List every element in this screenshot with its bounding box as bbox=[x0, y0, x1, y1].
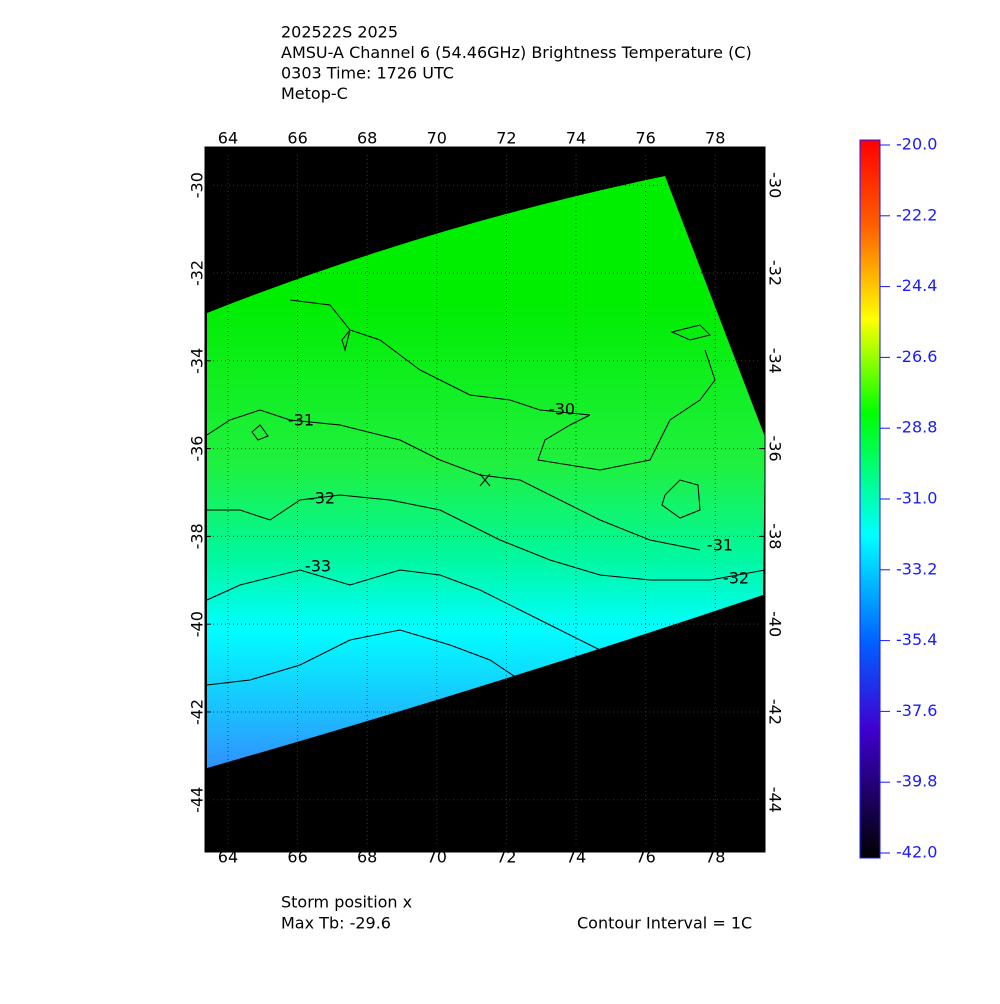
contour bbox=[289, 299, 591, 416]
colorbar-tick-label: -26.6 bbox=[896, 347, 937, 366]
y-tick-label: -42 bbox=[188, 699, 207, 725]
colorbar-tick-label: -20.0 bbox=[896, 135, 937, 154]
x-tick-label: 66 bbox=[287, 129, 307, 148]
x-tick-label: 74 bbox=[566, 129, 586, 148]
x-tick-label: 78 bbox=[705, 129, 725, 148]
x-tick-label: 68 bbox=[357, 848, 377, 867]
contour bbox=[207, 494, 766, 581]
contour bbox=[251, 424, 269, 441]
colorbar-tick-label: -22.2 bbox=[896, 205, 937, 224]
x-tick-label: 72 bbox=[496, 848, 516, 867]
y-tick-label: -42 bbox=[766, 699, 785, 725]
y-tick-label: -32 bbox=[188, 260, 207, 286]
y-tick-label: -44 bbox=[766, 787, 785, 813]
contour-label: -31 bbox=[707, 536, 733, 555]
contour-label: -32 bbox=[309, 489, 335, 508]
colorbar bbox=[859, 139, 881, 859]
y-tick-label: -40 bbox=[766, 611, 785, 637]
colorbar-tick-label: -31.0 bbox=[896, 489, 937, 508]
colorbar-tick-label: -37.6 bbox=[896, 701, 937, 720]
x-tick-label: 66 bbox=[287, 848, 307, 867]
contour bbox=[341, 329, 351, 352]
title-line: 202522S 2025 bbox=[281, 23, 398, 42]
contour-label: -31 bbox=[288, 411, 314, 430]
colorbar-tick-label: -42.0 bbox=[896, 843, 937, 862]
contour-interval: Contour Interval = 1C bbox=[577, 914, 752, 933]
y-tick-label: -36 bbox=[188, 436, 207, 462]
map-frame bbox=[204, 146, 766, 853]
y-tick-label: -34 bbox=[766, 348, 785, 374]
map bbox=[204, 146, 766, 853]
x-tick-label: 64 bbox=[218, 129, 238, 148]
contour-label: -33 bbox=[305, 557, 331, 576]
x-tick-label: 76 bbox=[635, 848, 655, 867]
colorbar-tick-label: -28.8 bbox=[896, 418, 937, 437]
y-tick-label: -30 bbox=[188, 172, 207, 198]
contour bbox=[206, 409, 701, 551]
title-line: AMSU-A Channel 6 (54.46GHz) Brightness T… bbox=[281, 43, 752, 62]
colorbar-tick-label: -35.4 bbox=[896, 630, 937, 649]
max-tb: Max Tb: -29.6 bbox=[281, 914, 391, 933]
x-tick-label: 76 bbox=[635, 129, 655, 148]
x-tick-label: 68 bbox=[357, 129, 377, 148]
x-tick-label: 78 bbox=[705, 848, 725, 867]
y-tick-label: -30 bbox=[766, 172, 785, 198]
contour-label: -32 bbox=[723, 569, 749, 588]
y-tick-label: -34 bbox=[188, 348, 207, 374]
x-tick-label: 74 bbox=[566, 848, 586, 867]
colorbar-tick-label: -24.4 bbox=[896, 276, 937, 295]
x-tick-label: 70 bbox=[427, 129, 447, 148]
x-tick-label: 64 bbox=[218, 848, 238, 867]
contour bbox=[670, 324, 711, 341]
swath bbox=[207, 176, 765, 768]
x-tick-label: 72 bbox=[496, 129, 516, 148]
contours bbox=[206, 299, 766, 686]
contour bbox=[537, 349, 716, 471]
title-line: Metop-C bbox=[281, 84, 348, 103]
storm-marker bbox=[479, 473, 491, 487]
contour-label: -30 bbox=[549, 400, 575, 419]
y-tick-label: -38 bbox=[766, 523, 785, 549]
y-tick-label: -36 bbox=[766, 436, 785, 462]
colorbar-tick-label: -33.2 bbox=[896, 559, 937, 578]
title-line: 0303 Time: 1726 UTC bbox=[281, 64, 454, 83]
x-tick-label: 70 bbox=[427, 848, 447, 867]
y-tick-label: -44 bbox=[188, 787, 207, 813]
y-tick-label: -32 bbox=[766, 260, 785, 286]
contour bbox=[206, 629, 521, 686]
storm-position: Storm position x bbox=[281, 893, 412, 912]
contour bbox=[206, 569, 601, 651]
y-tick-label: -38 bbox=[188, 523, 207, 549]
colorbar-tick-label: -39.8 bbox=[896, 772, 937, 791]
contour bbox=[661, 479, 701, 519]
y-tick-label: -40 bbox=[188, 611, 207, 637]
